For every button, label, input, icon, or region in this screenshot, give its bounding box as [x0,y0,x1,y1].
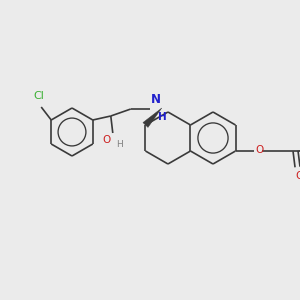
Text: Cl: Cl [34,91,45,101]
Text: O: O [103,135,111,145]
Text: O: O [256,145,264,155]
Text: H: H [116,140,122,149]
Text: N: N [151,93,161,106]
Text: H: H [158,112,167,122]
Text: O: O [296,171,300,181]
Polygon shape [143,108,162,128]
